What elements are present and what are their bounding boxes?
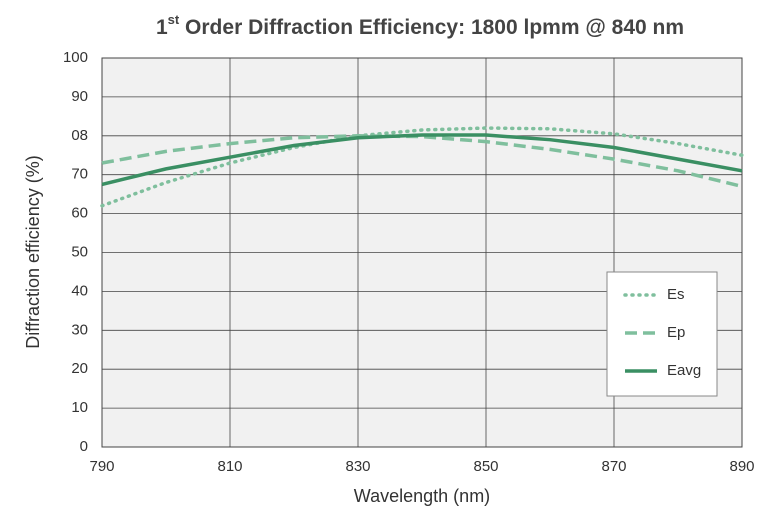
x-tick-label: 870	[601, 458, 626, 475]
title-part: Order Diffraction Efficiency: 1800 lpmm …	[179, 16, 684, 39]
y-tick-label: 20	[71, 360, 88, 377]
x-axis-label: Wavelength (nm)	[354, 486, 490, 506]
legend-label: Ep	[667, 324, 685, 341]
series-line	[100, 126, 744, 208]
title-superscript: st	[168, 12, 180, 27]
plot-border	[101, 57, 743, 448]
series-line	[101, 133, 743, 187]
x-tick-label: 890	[729, 458, 754, 475]
legend-label: Es	[667, 286, 685, 303]
chart-title: 1st Order Diffraction Efficiency: 1800 l…	[156, 12, 684, 38]
y-tick-label: 10	[71, 399, 88, 416]
y-tick-label: 60	[71, 205, 88, 222]
legend-label: Eavg	[667, 362, 701, 379]
x-tick-label: 790	[89, 458, 114, 475]
legend: Es Ep Eavg	[606, 271, 718, 397]
x-tick-label: 850	[473, 458, 498, 475]
x-tick-label: 810	[217, 458, 242, 475]
title-part: 1	[156, 16, 168, 39]
y-tick-label: 50	[71, 243, 88, 260]
y-tick-label: 90	[71, 88, 88, 105]
y-tick-label: 100	[63, 49, 88, 66]
y-tick-label: 40	[71, 282, 88, 299]
y-tick-label: 70	[71, 166, 88, 183]
y-tick-label: 08	[71, 127, 88, 144]
x-tick-label: 830	[345, 458, 370, 475]
y-axis-label: Diffraction efficiency (%)	[23, 155, 43, 348]
series-line	[101, 134, 743, 189]
y-tick-label: 0	[80, 438, 88, 455]
y-tick-label: 30	[71, 321, 88, 338]
